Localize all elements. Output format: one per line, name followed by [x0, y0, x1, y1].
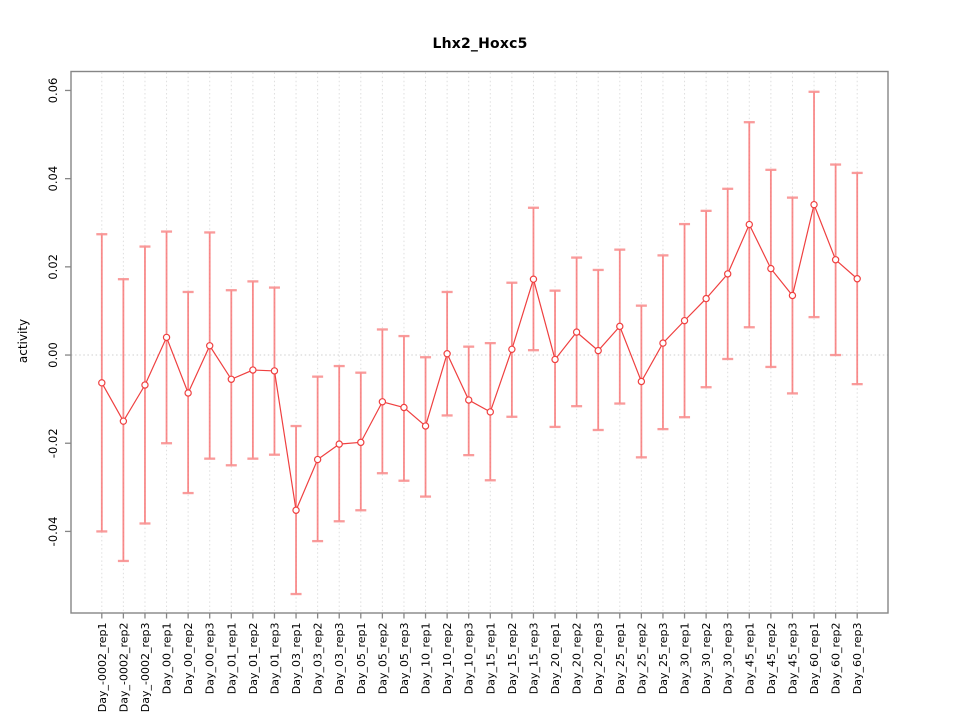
- y-tick-label: 0.04: [46, 166, 60, 192]
- data-point: [702, 294, 710, 303]
- chart-title: Lhx2_Hoxc5: [432, 36, 528, 52]
- y-tick-label: -0.04: [46, 517, 60, 547]
- x-tick-label: Day_20_rep1: [549, 623, 562, 695]
- data-point: [788, 291, 797, 300]
- y-tick-label: -0.02: [46, 428, 60, 458]
- x-tick-label: Day_20_rep2: [571, 623, 584, 695]
- data-point: [98, 379, 106, 387]
- x-tick-label: Day_25_rep1: [614, 623, 627, 695]
- data-point: [249, 366, 257, 374]
- x-tick-label: Day_45_rep1: [743, 623, 756, 695]
- data-point: [292, 506, 300, 514]
- plot-frame: [70, 70, 889, 614]
- data-point: [335, 440, 343, 448]
- data-point: [465, 396, 473, 404]
- data-point: [227, 375, 235, 383]
- x-tick-label: Day_25_rep3: [657, 623, 670, 695]
- x-tick-label: Day_15_rep2: [506, 623, 519, 695]
- y-tick-label: 0.02: [46, 254, 60, 280]
- x-tick-label: Day_60_rep3: [851, 623, 864, 695]
- data-point: [357, 438, 365, 447]
- x-tick-label: Day_30_rep2: [700, 623, 713, 695]
- x-tick-label: Day_30_rep3: [722, 623, 735, 695]
- x-tick-label: Day_-0002_rep2: [117, 623, 130, 713]
- data-point: [810, 200, 818, 209]
- data-point: [529, 275, 538, 283]
- data-point: [767, 264, 775, 273]
- data-point: [184, 389, 192, 397]
- data-point: [421, 422, 430, 430]
- data-point: [572, 328, 581, 336]
- x-tick-label: Day_45_rep2: [765, 623, 778, 695]
- x-tick-label: Day_10_rep1: [420, 623, 433, 695]
- y-axis-title: activity: [16, 319, 30, 363]
- data-point: [486, 408, 494, 416]
- x-tick-label: Day_03_rep1: [290, 623, 303, 695]
- data-point: [443, 350, 451, 358]
- x-tick-label: Day_10_rep3: [463, 623, 476, 695]
- y-tick-label: 0.06: [46, 78, 60, 104]
- x-tick-label: Day_30_rep1: [679, 623, 692, 695]
- x-tick-label: Day_20_rep3: [592, 623, 605, 695]
- x-tick-label: Day_03_rep3: [333, 623, 346, 695]
- x-tick-label: Day_-0002_rep1: [96, 623, 109, 713]
- data-point: [378, 398, 387, 406]
- data-point: [680, 316, 689, 325]
- data-point: [637, 377, 646, 386]
- x-tick-label: Day_60_rep2: [830, 623, 843, 695]
- x-tick-label: Day_03_rep2: [312, 623, 325, 695]
- x-tick-label: Day_05_rep1: [355, 623, 368, 695]
- x-tick-label: Day_00_rep3: [204, 623, 217, 695]
- data-point: [206, 342, 214, 350]
- x-tick-label: Day_01_rep1: [225, 623, 238, 695]
- data-point: [745, 220, 753, 229]
- data-point: [313, 455, 322, 464]
- x-tick-label: Day_15_rep3: [527, 623, 540, 695]
- data-point: [853, 275, 861, 283]
- y-tick-label: 0.00: [46, 342, 60, 368]
- x-tick-label: Day_01_rep3: [268, 623, 281, 695]
- x-tick-label: Day_25_rep2: [635, 623, 648, 695]
- x-tick-label: Day_01_rep2: [247, 623, 260, 695]
- data-point: [400, 403, 408, 412]
- data-point: [162, 333, 171, 342]
- x-tick-label: Day_-0002_rep3: [139, 623, 152, 713]
- data-point: [551, 355, 559, 364]
- x-tick-label: Day_10_rep2: [441, 623, 454, 695]
- data-point: [141, 381, 149, 389]
- data-point: [270, 367, 279, 375]
- data-point: [508, 345, 516, 354]
- data-point: [594, 346, 602, 355]
- x-tick-label: Day_00_rep2: [182, 623, 195, 695]
- x-tick-label: Day_05_rep3: [398, 623, 411, 695]
- series-line: [101, 202, 858, 513]
- x-tick-label: Day_00_rep1: [161, 623, 174, 695]
- data-point: [831, 256, 840, 264]
- data-point: [659, 339, 667, 347]
- data-point: [616, 322, 624, 331]
- x-tick-label: Day_15_rep1: [484, 623, 497, 695]
- data-point: [119, 417, 128, 425]
- data-point: [724, 270, 732, 278]
- x-tick-label: Day_60_rep1: [808, 623, 821, 695]
- x-tick-label: Day_45_rep3: [786, 623, 799, 695]
- x-tick-label: Day_05_rep2: [376, 623, 389, 695]
